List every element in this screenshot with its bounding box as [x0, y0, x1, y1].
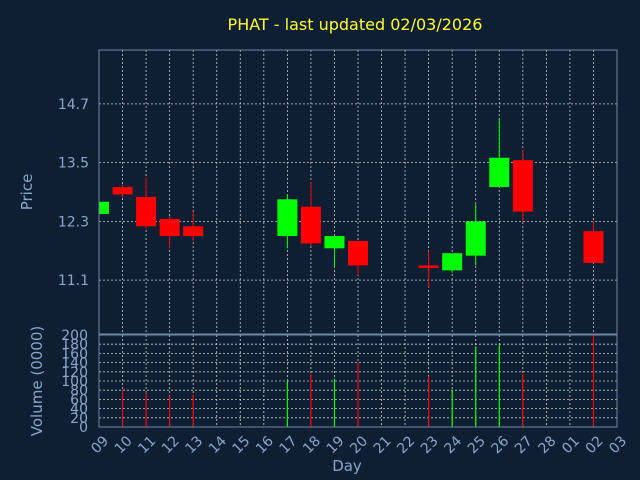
volume-tick-label: 40	[70, 402, 88, 418]
candle-18	[300, 182, 321, 246]
candle-body	[136, 196, 157, 227]
volume-tick-label: 140	[61, 356, 88, 372]
price-tick-label: 11.1	[58, 273, 89, 289]
candle-25	[465, 204, 486, 266]
price-tick-label: 13.5	[58, 156, 89, 172]
candle-body	[512, 160, 533, 212]
volume-tick-label: 0	[79, 420, 88, 436]
candle-body	[300, 206, 321, 244]
candle-12	[159, 216, 180, 249]
candle-27	[512, 150, 533, 222]
candle-02	[583, 221, 604, 263]
candle-body	[99, 201, 109, 215]
candle-body	[277, 199, 298, 237]
candle-body	[348, 240, 368, 266]
candle-19	[324, 236, 345, 268]
volume-bars	[121, 335, 595, 427]
candle-20	[348, 240, 368, 276]
price-tick-label: 14.7	[58, 97, 89, 113]
candle-13	[183, 211, 204, 241]
price-tick-labels: 11.1 12.3 13.5 14.7	[58, 97, 89, 289]
candle-26	[489, 118, 510, 188]
volume-tick-label: 60	[70, 392, 88, 408]
candle-body	[442, 253, 463, 271]
price-candles	[98, 118, 604, 288]
candle-body	[112, 187, 133, 195]
candle-17	[277, 194, 298, 249]
candle-body	[465, 221, 486, 256]
candle-23	[418, 250, 439, 288]
volume-tick-label: 160	[61, 346, 88, 362]
volume-panel-frame	[98, 334, 618, 428]
x-tick-labels: 09 10 11 12 13 14 15 16 17 18 19 20 21 22 23 24 25 26 27 28…	[88, 433, 630, 457]
candle-body	[183, 226, 204, 237]
price-grid	[99, 50, 617, 334]
volume-axis-label: Volume (0000)	[28, 326, 46, 436]
candle-11	[136, 177, 157, 229]
x-axis-label: Day	[332, 457, 362, 475]
price-tick-label: 12.3	[58, 214, 89, 230]
volume-tick-label: 120	[61, 365, 88, 381]
chart-title: PHAT - last updated 02/03/2026	[228, 15, 483, 34]
candle-24	[442, 253, 463, 273]
volume-tick-label: 80	[70, 383, 88, 399]
candle-body	[418, 265, 439, 268]
volume-tick-label: 20	[70, 411, 88, 427]
candle-body	[159, 218, 180, 237]
candle-body	[324, 236, 345, 249]
volume-tick-label: 100	[61, 374, 88, 390]
volume-tick-label: 180	[61, 337, 88, 353]
candle-10	[112, 184, 133, 197]
candle-body	[583, 231, 604, 263]
volume-tick-label: 200	[61, 328, 88, 344]
price-panel-frame	[98, 49, 618, 335]
price-axis-label: Price	[18, 174, 36, 211]
candle-body	[489, 157, 510, 188]
